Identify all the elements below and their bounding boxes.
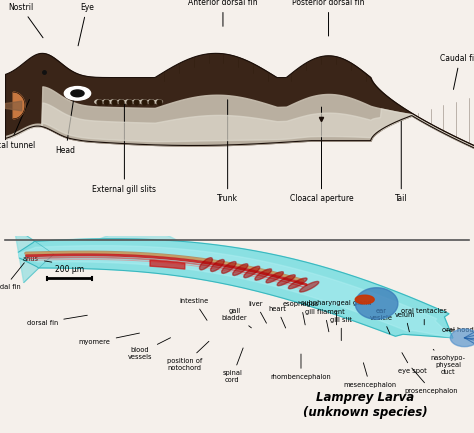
Text: Head: Head [56,93,76,155]
Ellipse shape [255,269,272,280]
Polygon shape [14,228,54,283]
Text: Nostril: Nostril [9,3,43,38]
Text: 200 μm: 200 μm [55,265,84,274]
Text: gall
bladder: gall bladder [222,308,251,328]
Text: spinal
cord: spinal cord [222,348,243,383]
Text: Eye: Eye [78,3,94,46]
Text: Buccal tunnel: Buccal tunnel [0,100,36,150]
Text: nasohypo-
physeal
duct: nasohypo- physeal duct [430,349,465,375]
Text: ear
vesicle: ear vesicle [370,308,393,334]
Text: anus: anus [23,255,52,262]
Text: Cloacal aperture: Cloacal aperture [290,107,353,204]
Circle shape [147,100,155,104]
Text: subpharyngeal gland: subpharyngeal gland [301,300,372,325]
Circle shape [102,100,110,104]
Circle shape [155,100,163,104]
Text: velum: velum [395,312,416,332]
Ellipse shape [277,275,295,286]
Text: mesencephalon: mesencephalon [343,363,396,388]
Text: oral tentacles: oral tentacles [401,308,447,325]
Text: position of
notochord: position of notochord [167,341,209,371]
Circle shape [71,90,84,97]
Text: gill filament: gill filament [305,309,345,332]
Text: esophagus: esophagus [283,301,319,325]
Polygon shape [355,288,398,319]
Ellipse shape [244,266,260,278]
Text: gill slit: gill slit [330,317,352,341]
Ellipse shape [200,258,212,270]
Text: Caudal fin: Caudal fin [440,54,474,90]
Ellipse shape [266,271,283,283]
Circle shape [125,100,132,104]
Ellipse shape [233,264,248,275]
Circle shape [110,100,118,104]
Polygon shape [13,92,25,119]
Text: Lamprey Larva
(unknown species): Lamprey Larva (unknown species) [303,391,427,420]
Text: eye spot: eye spot [398,352,427,374]
Text: heart: heart [268,306,286,328]
Polygon shape [18,246,453,338]
Text: Trunk: Trunk [217,100,238,204]
Text: caudal fin: caudal fin [0,263,24,290]
Ellipse shape [288,278,307,289]
Circle shape [140,100,147,104]
Text: prosencephalon: prosencephalon [405,368,458,394]
Text: oral hood: oral hood [442,326,473,333]
Text: Tail: Tail [395,119,408,204]
Text: rhombencephalon: rhombencephalon [271,354,331,380]
Text: myomere: myomere [79,333,139,346]
Polygon shape [355,295,374,304]
Ellipse shape [210,259,224,271]
Ellipse shape [450,329,474,347]
Text: liver: liver [249,301,266,323]
Text: intestine: intestine [180,298,209,320]
Circle shape [132,100,140,104]
Ellipse shape [222,262,236,273]
Text: blood
vessels: blood vessels [128,338,171,360]
Circle shape [64,87,91,100]
Polygon shape [100,229,179,241]
Text: External gill slits: External gill slits [92,102,156,194]
Circle shape [95,100,102,104]
Text: Posterior dorsal fin: Posterior dorsal fin [292,0,365,36]
Text: Anterior dorsal fin: Anterior dorsal fin [188,0,258,26]
Circle shape [118,100,125,104]
Polygon shape [18,239,453,338]
Text: dorsal fin: dorsal fin [27,315,87,326]
Ellipse shape [300,281,319,292]
